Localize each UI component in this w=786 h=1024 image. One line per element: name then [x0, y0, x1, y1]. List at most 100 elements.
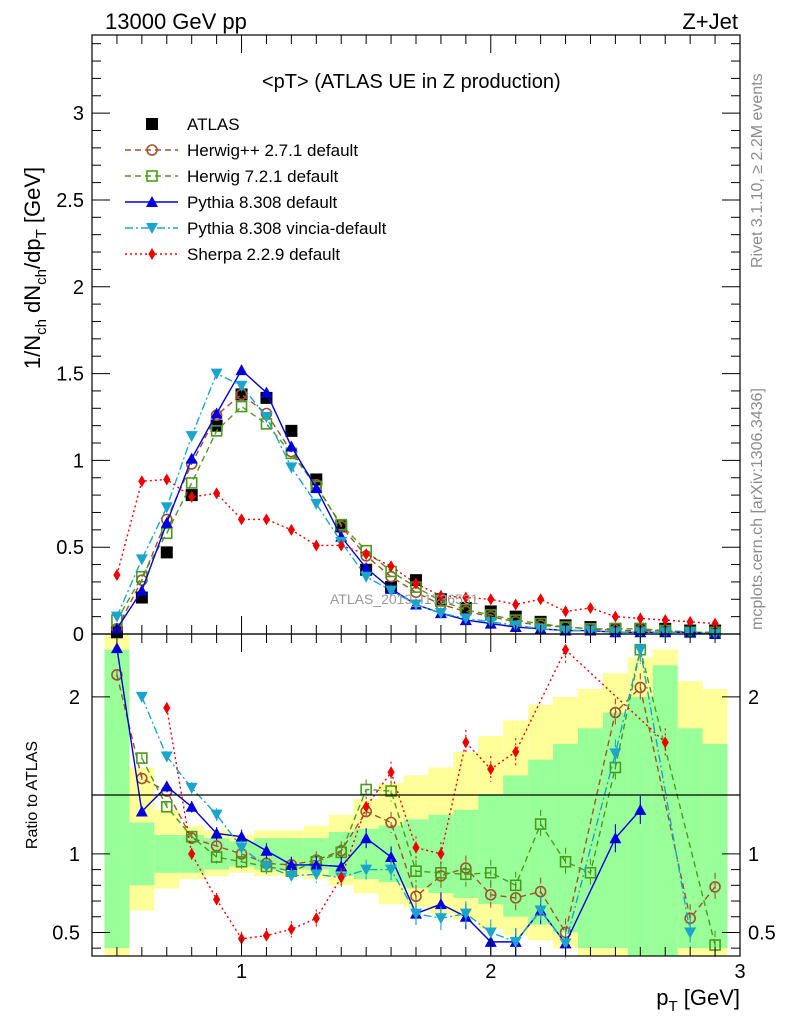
series-5-main-point: [337, 539, 345, 552]
series-5-ratio-point: [487, 763, 495, 776]
series-3-main-point: [260, 386, 273, 398]
series-5-main-point: [537, 593, 545, 606]
legend-marker: [146, 223, 158, 234]
series-4-ratio-point: [160, 751, 173, 763]
legend-label: Pythia 8.308 default: [187, 193, 338, 212]
series-2-ratio-point: [534, 818, 547, 830]
series-3-ratio-point: [210, 827, 223, 839]
series-4-ratio-point: [684, 927, 697, 939]
series-2-ratio-point: [185, 830, 198, 843]
legend-marker: [146, 144, 158, 156]
ratio-band-green-bin: [104, 649, 130, 949]
series-2-ratio-point: [509, 879, 522, 892]
series-5-ratio-point: [561, 643, 570, 656]
legend-marker: [148, 248, 156, 260]
series-3-main-point: [135, 584, 148, 596]
ratio-band-green-bin: [154, 835, 180, 873]
series-4-main-point: [260, 411, 273, 423]
series-5-main-point: [437, 589, 445, 602]
series-2-main-point: [185, 477, 198, 489]
series-2-ratio-point: [484, 866, 497, 879]
series-4-ratio-point: [634, 644, 647, 656]
series-2-ratio-point: [410, 865, 422, 877]
series-0-main-point: [285, 424, 298, 437]
series-4-ratio-point: [185, 782, 198, 794]
series-5-main-point: [188, 490, 196, 503]
ratio-y-tick-label-right: 2: [748, 687, 759, 709]
series-4-ratio-point: [310, 869, 323, 881]
series-5-ratio-point: [362, 800, 370, 813]
series-5-main-point: [586, 601, 595, 614]
series-3-ratio-point: [634, 803, 647, 815]
mcplots-reference-label: mcplots.cern.ch [arXiv:1306.3436]: [749, 388, 766, 630]
series-5-ratio-line: [166, 648, 666, 940]
legend-label: ATLAS: [187, 115, 240, 134]
series-4-ratio-point: [509, 936, 522, 948]
series-3-main-point: [160, 516, 173, 528]
series-4-ratio-point: [385, 864, 398, 876]
x-tick-label: 2: [485, 961, 496, 983]
ratio-y-tick-label-right: 1: [748, 844, 759, 866]
ratio-band-green-bin: [129, 822, 155, 886]
series-5-ratio-point: [312, 912, 320, 925]
series-1-ratio-point: [609, 706, 622, 719]
chart-title: <pT> (ATLAS UE in Z production): [262, 71, 561, 93]
series-1-ratio-point: [385, 816, 397, 829]
series-4-main-point: [434, 608, 447, 620]
series-2-ratio-point: [235, 855, 248, 868]
series-1-ratio-point: [410, 890, 422, 903]
legend: ATLAS Herwig++ 2.7.1 default Herwig 7.2.1 …: [125, 115, 387, 264]
series-4-ratio-point: [235, 842, 248, 854]
series-3-main-point: [310, 482, 323, 494]
main-y-tick-label: 2.5: [56, 190, 84, 212]
series-4-main-point: [459, 613, 472, 625]
series-4-main-point: [185, 431, 198, 443]
rivet-version-label: Rivet 3.1.10, ≥ 2.2M events: [749, 73, 766, 268]
series-1-ratio-point: [634, 681, 647, 694]
series-2-ratio-point: [460, 868, 472, 881]
series-3-ratio-point: [285, 858, 298, 870]
series-2-main-point: [210, 425, 223, 437]
legend-label: Pythia 8.308 vincia-default: [187, 219, 387, 238]
series-5-main-point: [138, 475, 146, 488]
series-4-ratio-point: [260, 861, 273, 873]
chart-title-text: <pT> (ATLAS UE in Z production): [262, 71, 561, 93]
series-3-ratio-point: [135, 805, 148, 817]
legend-marker: [146, 118, 158, 130]
ratio-y-tick-label-left: 2: [69, 687, 80, 709]
series-2-ratio-point: [360, 783, 372, 796]
series-5-main-point: [237, 513, 246, 526]
series-4-ratio-point: [609, 748, 622, 760]
series-1-ratio-point: [484, 888, 497, 901]
series-2-ratio-point: [136, 752, 148, 764]
series-1-ratio-line: [116, 674, 716, 935]
series-5-main-point: [661, 614, 669, 627]
series-5-ratio-point: [462, 736, 470, 749]
series-5-main-point: [686, 615, 694, 628]
axis-ticks: [91, 35, 741, 956]
series-5-main-point: [512, 598, 520, 611]
ratio-band-green-bin: [677, 728, 703, 949]
header-process: Z+Jet: [682, 9, 738, 34]
ratio-band-green-bin: [652, 665, 678, 956]
series-5-main-point: [163, 473, 171, 486]
series-4-ratio-point: [459, 908, 472, 920]
series-5-main-point: [462, 591, 470, 604]
ratio-band-green-bin: [702, 743, 728, 949]
main-y-tick-label: 0.5: [56, 537, 84, 559]
series-2-ratio-point: [435, 866, 447, 879]
series-5-ratio-point: [188, 847, 196, 860]
series-3-ratio-point: [235, 830, 248, 842]
series-5-main-point: [213, 487, 221, 500]
ratio-band-green-bin: [627, 696, 653, 956]
x-axis-label: pT [GeV]: [656, 985, 740, 1015]
ratio-band-green-bin: [553, 743, 578, 933]
series-2-main-point: [160, 527, 173, 540]
series-5-ratio-point: [661, 736, 669, 749]
series-3-main-point: [360, 562, 373, 574]
series-4-ratio-point: [484, 927, 497, 939]
series-3-main-point: [185, 452, 198, 464]
series-1-ratio-point: [709, 881, 721, 893]
series-4-ratio-point: [534, 905, 547, 917]
x-tick-label: 3: [734, 961, 745, 983]
